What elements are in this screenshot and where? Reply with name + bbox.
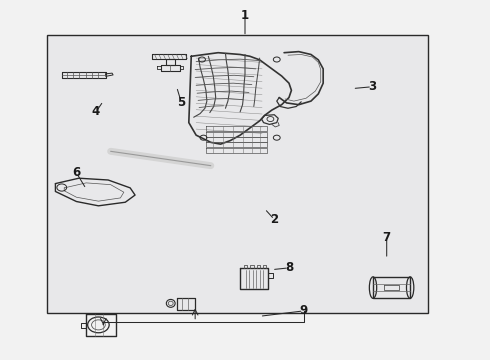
Text: 7: 7 [383,231,391,244]
Text: 2: 2 [270,213,278,226]
Text: 4: 4 [92,105,100,118]
Text: 3: 3 [368,80,376,93]
Text: 8: 8 [285,261,293,274]
Bar [47,35,428,313]
Text: 9: 9 [299,305,308,318]
Text: 6: 6 [73,166,80,179]
Text: 1: 1 [241,9,249,22]
Text: 5: 5 [177,96,186,109]
